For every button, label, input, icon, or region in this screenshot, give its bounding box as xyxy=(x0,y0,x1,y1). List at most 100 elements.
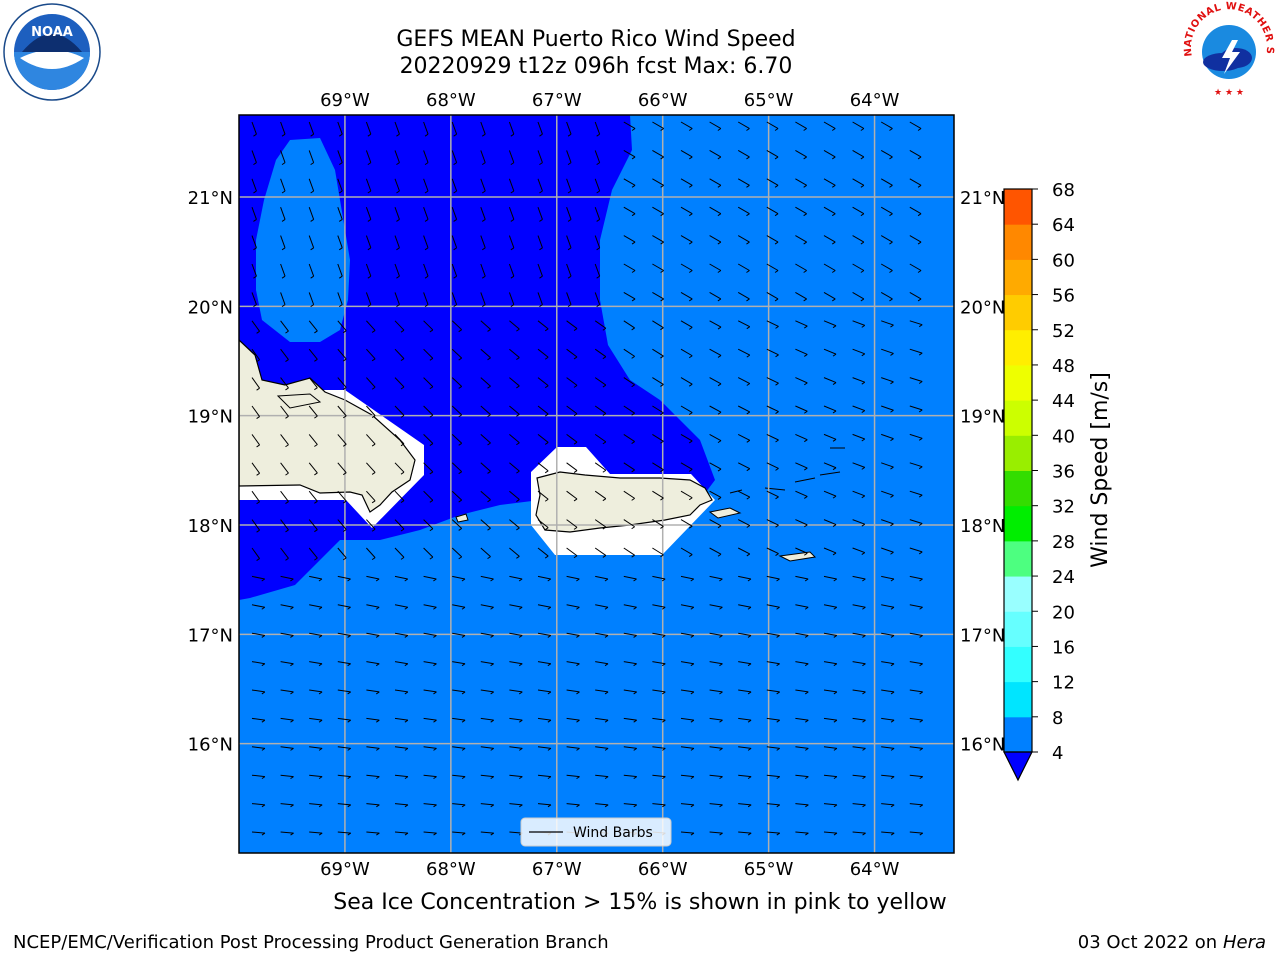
wind-barb xyxy=(623,235,636,243)
wind-barb-flag xyxy=(860,213,865,217)
wind-barb xyxy=(623,348,635,357)
wind-barb xyxy=(709,320,722,328)
wind-barb-flag xyxy=(747,804,752,808)
wind-barb-flag xyxy=(862,747,866,751)
wind-barb xyxy=(309,831,323,834)
wind-barb-flag xyxy=(314,529,318,533)
wind-barb-flag xyxy=(458,442,462,446)
wind-barb-flag xyxy=(717,497,722,500)
wind-barb xyxy=(881,519,894,525)
wind-barb-flag xyxy=(481,275,486,279)
lat-tick-label: 18°N xyxy=(188,516,233,537)
wind-barb xyxy=(737,348,751,356)
wind-barb-flag xyxy=(376,747,380,751)
wind-barb-flag xyxy=(631,213,636,217)
wind-barb-flag xyxy=(490,663,494,667)
wind-barb-flag xyxy=(719,663,723,667)
wind-barb-flag xyxy=(833,606,838,610)
wind-barb xyxy=(766,235,779,243)
wind-barb xyxy=(337,604,351,608)
wind-barb-flag xyxy=(375,691,380,695)
wind-barb-flag xyxy=(400,556,405,560)
wind-barb xyxy=(623,178,636,186)
wind-barb xyxy=(594,263,601,277)
wind-barb xyxy=(680,377,693,385)
wind-barb xyxy=(366,604,380,608)
wind-barb xyxy=(766,320,779,327)
wind-barb xyxy=(594,121,601,135)
wind-barb xyxy=(909,149,922,158)
wind-barb-flag xyxy=(919,663,923,667)
wind-barb-flag xyxy=(516,357,520,360)
wind-barb-flag xyxy=(833,635,838,638)
wind-barb-flag xyxy=(256,330,260,334)
wind-barb-flag xyxy=(860,128,865,131)
wind-barb-flag xyxy=(747,663,752,667)
wind-barb-flag xyxy=(833,832,838,836)
wind-barb xyxy=(452,774,466,778)
wind-barb xyxy=(508,235,515,248)
wind-barb xyxy=(566,717,580,721)
wind-barb-flag xyxy=(371,358,376,362)
wind-barb-flag xyxy=(890,635,895,638)
wind-barb xyxy=(394,746,408,749)
wind-barb xyxy=(880,291,893,300)
wind-barb-flag xyxy=(831,270,836,273)
wind-barb-flag xyxy=(602,413,607,416)
wind-barb-flag xyxy=(429,329,434,333)
wind-barb xyxy=(881,661,895,665)
wind-barb-flag xyxy=(253,190,257,194)
wind-barb xyxy=(795,377,808,384)
wind-barb-flag xyxy=(281,304,286,308)
wind-barb xyxy=(509,377,520,387)
wind-barb-flag xyxy=(567,162,572,166)
wind-barb xyxy=(394,320,405,331)
wind-barb-flag xyxy=(919,691,923,695)
wind-barb xyxy=(766,490,779,498)
wind-barb-flag xyxy=(803,270,807,273)
wind-barb-flag xyxy=(404,578,409,582)
wind-barb xyxy=(594,519,607,528)
wind-barb-flag xyxy=(660,156,664,160)
wind-barb-flag xyxy=(547,578,552,582)
wind-barb xyxy=(623,377,635,386)
wind-barb-flag xyxy=(918,494,923,498)
wind-barb xyxy=(566,292,572,305)
wind-barb xyxy=(852,717,866,721)
wind-barb-flag xyxy=(803,184,807,188)
wind-barb-flag xyxy=(890,495,894,498)
wind-barb xyxy=(852,632,866,636)
wind-barb-flag xyxy=(539,218,543,222)
wind-barb xyxy=(737,263,750,271)
wind-barb xyxy=(623,717,637,721)
wind-barb-flag xyxy=(747,832,752,836)
wind-barb-flag xyxy=(776,832,781,836)
wind-barb-flag xyxy=(604,606,609,610)
wind-barb xyxy=(394,717,408,721)
wind-barb-flag xyxy=(367,304,372,308)
wind-barb xyxy=(738,575,752,580)
wind-barb xyxy=(509,405,520,415)
wind-barb xyxy=(652,377,664,385)
wind-barb xyxy=(251,575,265,580)
wind-barb xyxy=(508,263,515,277)
wind-barb xyxy=(680,291,693,300)
wind-barb-flag xyxy=(290,635,294,638)
wind-barb xyxy=(480,547,491,557)
wind-barb xyxy=(823,462,837,469)
wind-barb-flag xyxy=(519,719,523,723)
wind-barb xyxy=(508,178,515,192)
wind-barb-flag xyxy=(917,270,922,273)
wind-barb-flag xyxy=(861,353,866,357)
wind-barb-flag xyxy=(688,525,693,529)
wind-barb-flag xyxy=(917,213,922,217)
wind-barb-flag xyxy=(539,275,543,279)
wind-barb xyxy=(337,377,347,388)
wind-barb-flag xyxy=(746,128,750,131)
wind-barb xyxy=(680,746,694,749)
wind-barb-flag xyxy=(889,128,893,131)
wind-barb xyxy=(251,831,265,834)
wind-barb-flag xyxy=(688,468,693,472)
wind-barb-flag xyxy=(285,359,289,362)
wind-barb-flag xyxy=(433,832,437,836)
